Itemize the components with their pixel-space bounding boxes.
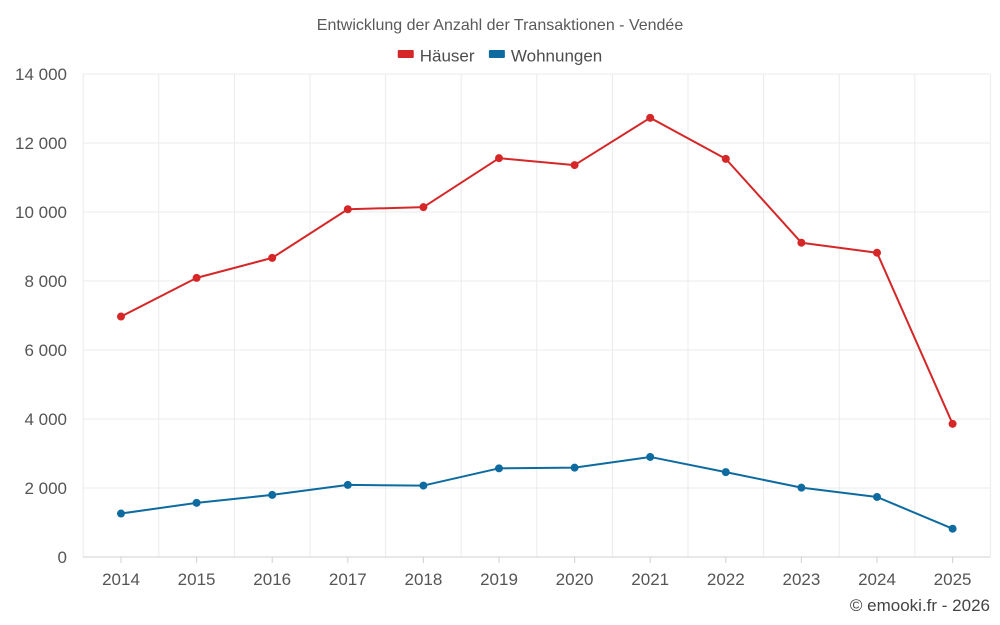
x-tick-label: 2022 [707, 570, 745, 589]
axes: 0 2 000 4 000 6 000 8 000 10 000 12 000 14 000 2… [15, 65, 990, 589]
data-point-haeuser[interactable] [268, 253, 277, 262]
legend-label: Häuser [420, 46, 475, 65]
data-point-haeuser[interactable] [948, 419, 957, 428]
data-point-wohnungen[interactable] [873, 492, 881, 501]
data-point-wohnungen[interactable] [646, 452, 655, 461]
y-tick-label: 4 000 [24, 410, 67, 429]
chart-title: Entwicklung der Anzahl der Transaktionen… [317, 17, 684, 34]
data-point-wohnungen[interactable] [797, 483, 806, 492]
data-point-wohnungen[interactable] [570, 463, 579, 472]
x-tick-label: 2025 [934, 570, 972, 589]
y-tick-label: 8 000 [24, 272, 67, 291]
data-point-haeuser[interactable] [570, 161, 579, 170]
legend-item-wohnungen[interactable]: Wohnungen [488, 46, 602, 65]
data-point-haeuser[interactable] [721, 154, 730, 163]
credit-text: © emooki.fr - 2026 [850, 596, 990, 615]
data-point-haeuser[interactable] [873, 248, 881, 257]
x-tick-label: 2014 [102, 570, 140, 589]
x-tick-label: 2023 [782, 570, 820, 589]
series-wohnungen [117, 452, 957, 533]
y-tick-label: 14 000 [15, 65, 67, 84]
y-tick-label: 6 000 [24, 341, 67, 360]
series-haeuser [117, 113, 957, 428]
y-tick-label: 0 [58, 548, 67, 567]
x-tick-label: 2020 [556, 570, 594, 589]
series-line-wohnungen [120, 455, 953, 530]
series-layer [117, 113, 957, 533]
series-line-haeuser [120, 116, 954, 425]
data-point-haeuser[interactable] [419, 203, 428, 212]
data-point-haeuser[interactable] [192, 273, 201, 282]
x-tick-label: 2015 [178, 570, 216, 589]
legend: Häuser Wohnungen [397, 46, 602, 65]
x-tick-label: 2017 [329, 570, 367, 589]
data-point-wohnungen[interactable] [419, 481, 428, 490]
data-point-haeuser[interactable] [797, 238, 806, 247]
data-point-wohnungen[interactable] [721, 468, 730, 477]
y-tick-label: 2 000 [24, 479, 67, 498]
data-point-wohnungen[interactable] [268, 490, 277, 499]
grid [82, 73, 991, 558]
legend-label: Wohnungen [511, 46, 602, 65]
x-tick-label: 2024 [858, 570, 896, 589]
x-tick-label: 2021 [631, 570, 669, 589]
data-point-wohnungen[interactable] [948, 524, 957, 533]
legend-swatch [397, 50, 414, 58]
y-tick-label: 10 000 [15, 203, 67, 222]
x-tick-label: 2016 [253, 570, 291, 589]
data-point-wohnungen[interactable] [343, 480, 352, 489]
data-point-wohnungen[interactable] [495, 464, 503, 473]
data-point-haeuser[interactable] [343, 205, 352, 214]
data-point-wohnungen[interactable] [117, 509, 125, 518]
y-tick-label: 12 000 [15, 134, 67, 153]
x-tick-label: 2018 [404, 570, 442, 589]
data-point-haeuser[interactable] [646, 113, 655, 122]
legend-swatch [488, 50, 505, 58]
data-point-haeuser[interactable] [495, 154, 503, 163]
x-tick-label: 2019 [480, 570, 518, 589]
data-point-wohnungen[interactable] [192, 498, 201, 507]
legend-item-haeuser[interactable]: Häuser [397, 46, 475, 65]
data-point-haeuser[interactable] [117, 312, 125, 321]
